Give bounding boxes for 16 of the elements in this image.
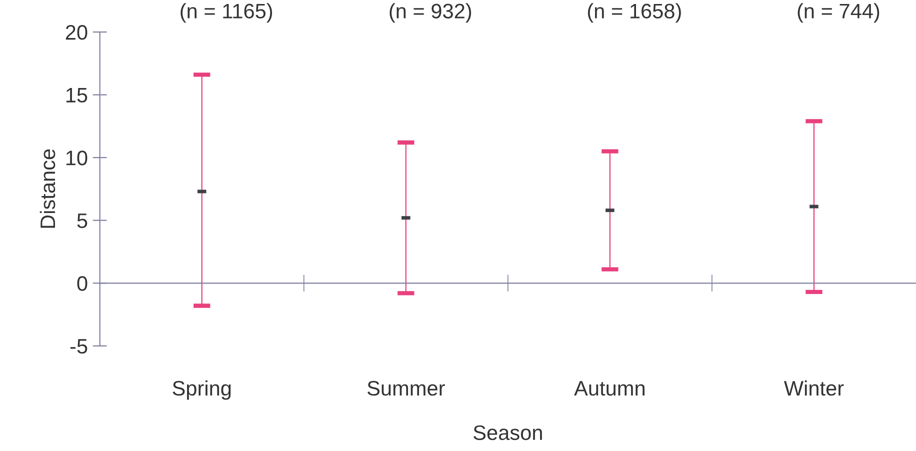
text: (n = 932) [390,3,472,23]
y-axis-title: Distance [40,149,56,228]
y-tick-label: 15 [66,88,88,103]
text: (n = 744) [798,3,880,23]
x-tick-label: Spring [172,380,231,400]
y-tick-label: 20 [66,25,88,40]
y-tick-label: 10 [66,150,88,166]
y-tick-label: 5 [77,214,88,228]
text: (n = 1165) [180,3,272,23]
y-tick-label: -5 [70,339,88,354]
x-tick-label: Winter [784,380,844,396]
x-tick-label: Autumn [574,381,644,396]
y-tick-label: 0 [77,276,88,291]
text: (n = 1658) [588,3,681,23]
x-tick-label: Summer [367,380,445,396]
x-axis-title: Season [474,425,542,440]
